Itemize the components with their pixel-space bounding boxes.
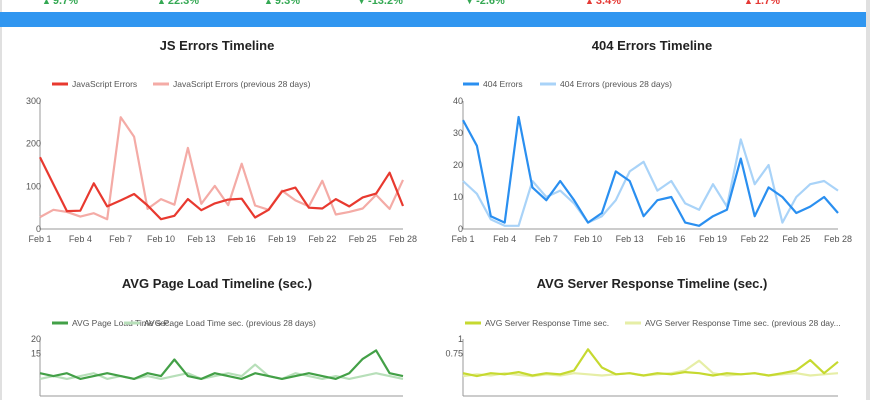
y-tick-label: 100 (26, 181, 41, 191)
kpi-delta: ▲ 1.7% (744, 0, 780, 7)
y-tick-label: 0 (36, 224, 41, 234)
arrow-up-icon: ▲ (264, 0, 273, 6)
legend-label: JavaScript Errors (previous 28 days) (173, 79, 311, 89)
x-tick-label: Feb 4 (69, 234, 92, 244)
chart-title-server-response: AVG Server Response Timeline (sec.) (536, 276, 768, 291)
legend-label: AVG Page Load Time sec. (72, 318, 172, 328)
kpi-delta: ▲ 3.4% (585, 0, 621, 7)
x-tick-label: Feb 25 (782, 234, 810, 244)
y-tick-label: 0.75 (445, 348, 463, 358)
arrow-up-icon: ▲ (42, 0, 51, 6)
legend-label: AVG Server Response Time sec. (previous … (645, 318, 841, 328)
kpi-delta: ▼ -13.2% (357, 0, 403, 7)
legend-item[interactable]: 404 Errors (463, 79, 523, 89)
y-tick-label: 15 (31, 348, 41, 358)
chart-2: 15 20 AVG Page Load Time sec.AVG Page Load… (31, 318, 404, 397)
x-tick-label: Feb 10 (147, 234, 175, 244)
legend-item[interactable]: JavaScript Errors (52, 79, 137, 89)
x-tick-label: Feb 22 (741, 234, 769, 244)
section-header-bar (0, 12, 866, 27)
kpi-delta-value: 22.3% (167, 0, 200, 7)
legend-item[interactable]: AVG Page Load Time sec. (52, 318, 172, 328)
chart-3: 0.75 1 AVG Server Response Time sec. AVG Se… (445, 318, 841, 397)
series-line-previous (462, 138, 839, 227)
kpi-delta: ▲ 9.7% (42, 0, 78, 7)
legend-label: 404 Errors (previous 28 days) (560, 79, 672, 89)
kpi-delta-value: 1.7% (754, 0, 780, 7)
chart-1: 0 10 20 30 40 Feb 1 Feb 4 Feb 7 Feb 10 Feb 13 Feb … (451, 79, 852, 244)
arrow-up-icon: ▲ (744, 0, 753, 6)
scrollbar-track[interactable] (866, 0, 870, 400)
series-line-current (39, 156, 405, 221)
x-tick-label: Feb 19 (699, 234, 727, 244)
kpi-delta: ▲ 9.3% (264, 0, 300, 7)
y-tick-label: 30 (453, 128, 463, 138)
legend-item[interactable]: AVG Page Load Time sec. (previous 28 day… (124, 318, 316, 328)
x-tick-label: Feb 10 (574, 234, 602, 244)
kpi-delta: ▲ 22.3% (157, 0, 199, 7)
kpi-delta-value: 3.4% (595, 0, 621, 7)
x-tick-label: Feb 22 (308, 234, 336, 244)
y-tick-label: 0 (458, 224, 463, 234)
series-line-current (462, 348, 839, 378)
x-tick-label: Feb 7 (535, 234, 558, 244)
legend-label: AVG Server Response Time sec. (485, 318, 609, 328)
y-tick-label: 40 (453, 96, 463, 106)
kpi-delta-value: 9.3% (274, 0, 300, 7)
x-tick-label: Feb 28 (824, 234, 852, 244)
kpi-delta: ▼ -2.6% (465, 0, 505, 7)
legend-label: 404 Errors (483, 79, 523, 89)
x-tick-label: Feb 19 (268, 234, 296, 244)
x-tick-label: Feb 4 (493, 234, 516, 244)
series-line-current (462, 115, 839, 227)
legend-item[interactable]: AVG Server Response Time sec. (previous … (625, 318, 841, 328)
x-tick-label: Feb 16 (657, 234, 685, 244)
legend-item[interactable]: AVG Server Response Time sec. (465, 318, 609, 328)
y-tick-label: 20 (31, 334, 41, 344)
y-tick-label: 1 (458, 334, 463, 344)
x-tick-label: Feb 16 (228, 234, 256, 244)
legend-label: AVG Page Load Time sec. (previous 28 day… (144, 318, 316, 328)
arrow-down-icon: ▼ (465, 0, 475, 6)
x-tick-label: Feb 25 (349, 234, 377, 244)
series-line-current (39, 349, 404, 380)
y-tick-label: 20 (453, 160, 463, 170)
kpi-delta-value: 9.7% (52, 0, 78, 7)
series-line-previous (39, 116, 404, 221)
y-tick-label: 200 (26, 139, 41, 149)
kpi-delta-value: -2.6% (476, 0, 505, 7)
y-tick-label: 10 (453, 192, 463, 202)
x-tick-label: Feb 1 (451, 234, 474, 244)
legend-item[interactable]: JavaScript Errors (previous 28 days) (153, 79, 311, 89)
panel-border-left (0, 0, 2, 400)
arrow-up-icon: ▲ (585, 0, 594, 6)
x-tick-label: Feb 7 (109, 234, 132, 244)
legend-item[interactable]: 404 Errors (previous 28 days) (540, 79, 672, 89)
chart-title-404-errors: 404 Errors Timeline (591, 38, 713, 53)
chart-title-page-load: AVG Page Load Timeline (sec.) (121, 276, 313, 291)
x-tick-label: Feb 1 (28, 234, 51, 244)
kpi-delta-value: -13.2% (368, 0, 403, 7)
chart-title-js-errors: JS Errors Timeline (159, 38, 275, 53)
x-tick-label: Feb 28 (389, 234, 417, 244)
x-tick-label: Feb 13 (187, 234, 215, 244)
x-tick-label: Feb 13 (616, 234, 644, 244)
arrow-up-icon: ▲ (156, 0, 166, 6)
arrow-down-icon: ▼ (357, 0, 367, 6)
chart-0: 0 100 200 300 Feb 1 Feb 4 Feb 7 Feb 10 Feb 13 Feb… (26, 79, 417, 244)
legend-label: JavaScript Errors (72, 79, 137, 89)
y-tick-label: 300 (26, 96, 41, 106)
